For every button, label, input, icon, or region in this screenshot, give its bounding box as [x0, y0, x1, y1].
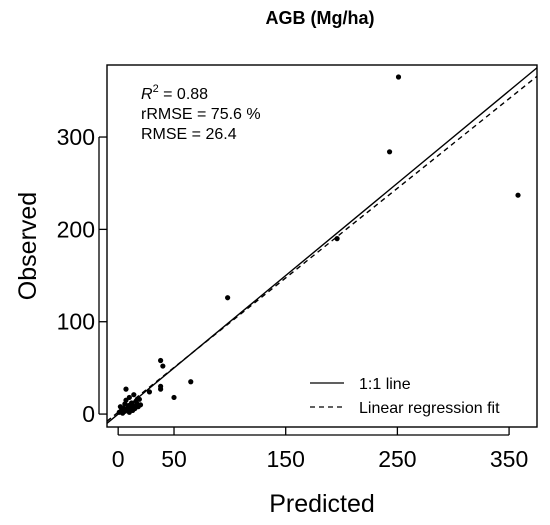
legend-label-1-1-line: 1:1 line: [359, 376, 411, 393]
data-point: [160, 363, 166, 369]
y-axis-label: Observed: [14, 192, 42, 300]
r-squared-stat: R2 = 0.88: [141, 83, 208, 103]
data-point: [225, 295, 231, 301]
x-tick-label: 250: [378, 446, 416, 472]
x-tick-label: 0: [112, 446, 125, 472]
rrmse-stat: rRMSE = 75.6 %: [141, 106, 261, 123]
y-tick-label: 300: [57, 124, 95, 150]
data-point: [136, 396, 142, 402]
data-point: [395, 74, 402, 80]
regression-fit-line: [107, 75, 537, 422]
legend: 1:1 line Linear regression fit: [310, 376, 500, 417]
data-point: [123, 386, 129, 392]
data-point: [171, 394, 177, 401]
data-point: [158, 357, 164, 364]
y-axis: 0 100 200 300: [57, 124, 107, 427]
data-point: [386, 149, 393, 155]
r-squared-value: = 0.88: [159, 86, 208, 103]
data-point: [334, 236, 340, 242]
reference-lines: [107, 67, 537, 424]
data-point: [158, 386, 164, 392]
data-point: [515, 192, 521, 198]
stats-box: R2 = 0.88 rRMSE = 75.6 % RMSE = 26.4: [141, 83, 261, 143]
data-points: [116, 74, 521, 416]
r-squared-symbol: R: [141, 86, 153, 103]
data-point: [188, 379, 194, 385]
y-tick-label: 100: [57, 309, 95, 335]
x-tick-label: 350: [490, 446, 528, 472]
y-tick-label: 0: [82, 401, 95, 427]
x-tick-label: 50: [161, 446, 187, 472]
data-point: [126, 394, 132, 401]
data-point: [131, 392, 137, 398]
plot-frame: [106, 64, 538, 428]
legend-label-regression-fit: Linear regression fit: [359, 400, 500, 417]
r-squared-exponent: 2: [153, 83, 159, 95]
y-tick-label: 200: [57, 216, 95, 242]
data-point: [146, 389, 153, 395]
x-axis-label: Predicted: [269, 490, 375, 518]
x-axis: 0 50 150 250 350: [112, 427, 528, 472]
chart-title: AGB (Mg/ha): [266, 8, 375, 28]
x-tick-label: 150: [267, 446, 305, 472]
rmse-stat: RMSE = 26.4: [141, 126, 237, 143]
data-point: [137, 402, 144, 408]
